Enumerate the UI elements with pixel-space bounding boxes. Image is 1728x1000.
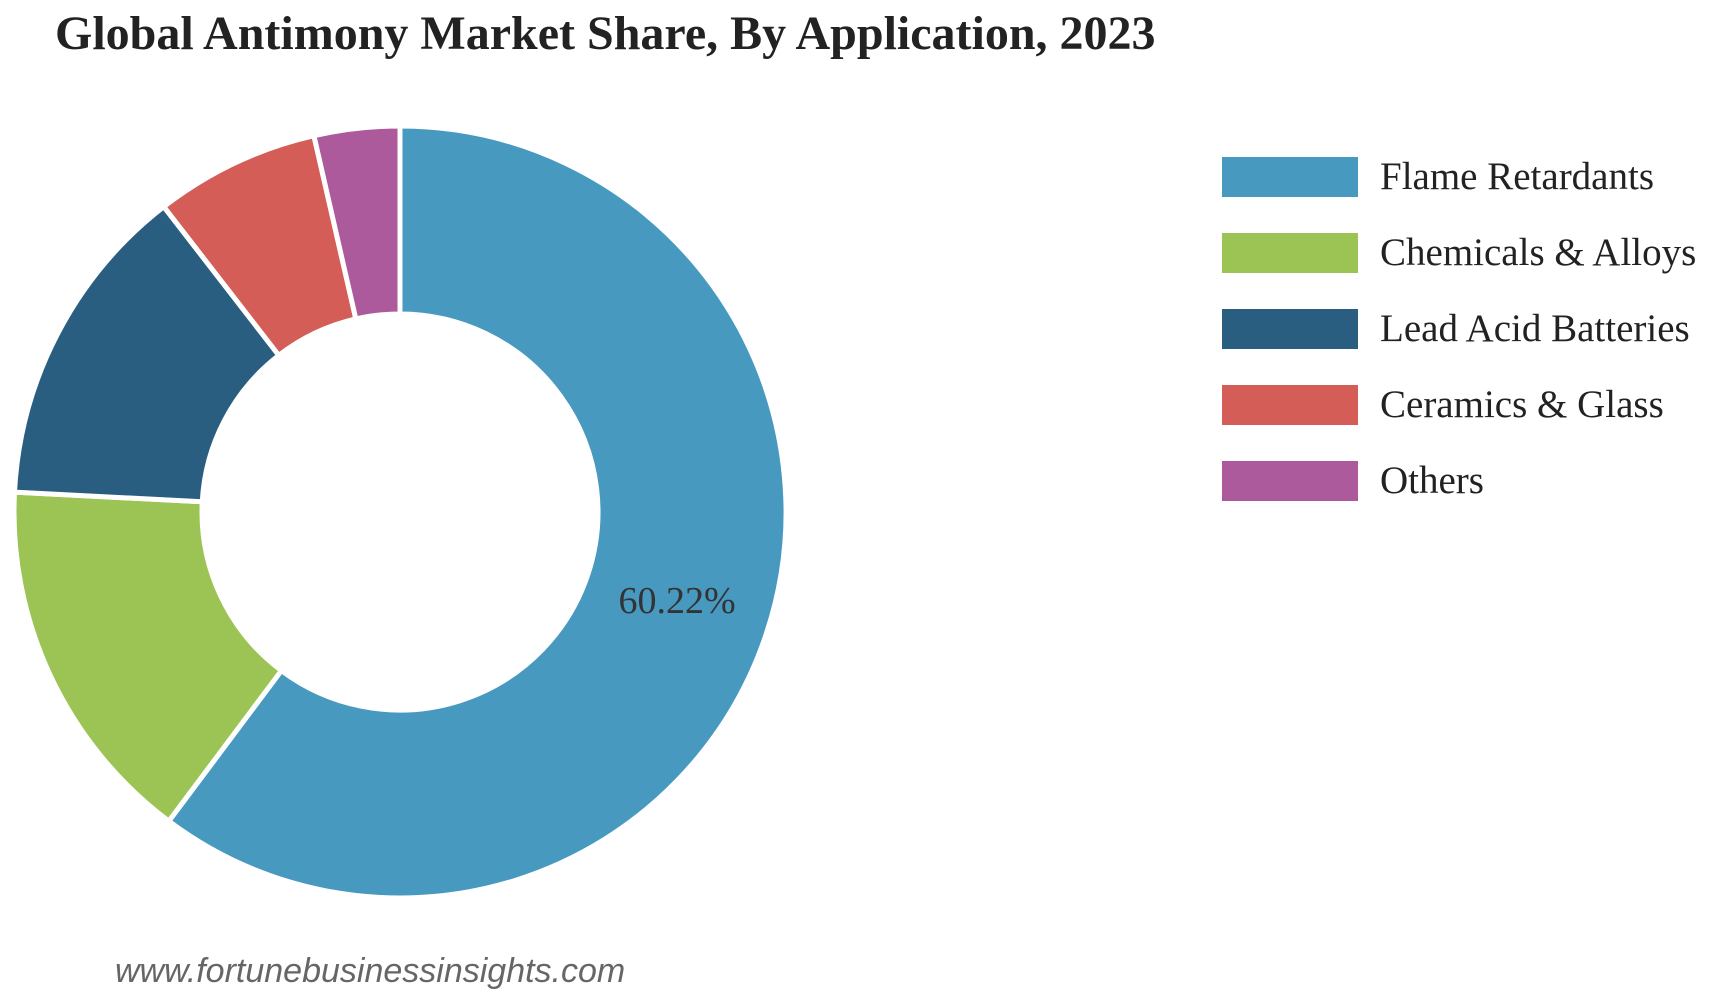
- source-url: www.fortunebusinessinsights.com: [115, 952, 626, 990]
- legend-label: Lead Acid Batteries: [1380, 307, 1690, 350]
- slice-others: [311, 123, 403, 322]
- legend-swatch: [1222, 233, 1358, 273]
- legend-label: Ceramics & Glass: [1380, 383, 1664, 426]
- legend-label: Flame Retardants: [1380, 155, 1655, 198]
- data-label-flame-retardants: 60.22%: [619, 580, 736, 622]
- slice-chemicals-and-alloys: [11, 489, 284, 824]
- donut-slices: [11, 123, 789, 901]
- slice-labels: 60.22%: [619, 580, 736, 622]
- slice-flame-retardants: [166, 123, 789, 901]
- chart-title: Global Antimony Market Share, By Applica…: [55, 7, 1156, 60]
- legend-label: Chemicals & Alloys: [1380, 231, 1697, 274]
- legend-swatch: [1222, 309, 1358, 349]
- legend-swatch: [1222, 157, 1358, 197]
- legend-label: Others: [1380, 459, 1484, 502]
- legend-swatch: [1222, 461, 1358, 501]
- slice-lead-acid-batteries: [12, 204, 282, 505]
- legend-swatch: [1222, 385, 1358, 425]
